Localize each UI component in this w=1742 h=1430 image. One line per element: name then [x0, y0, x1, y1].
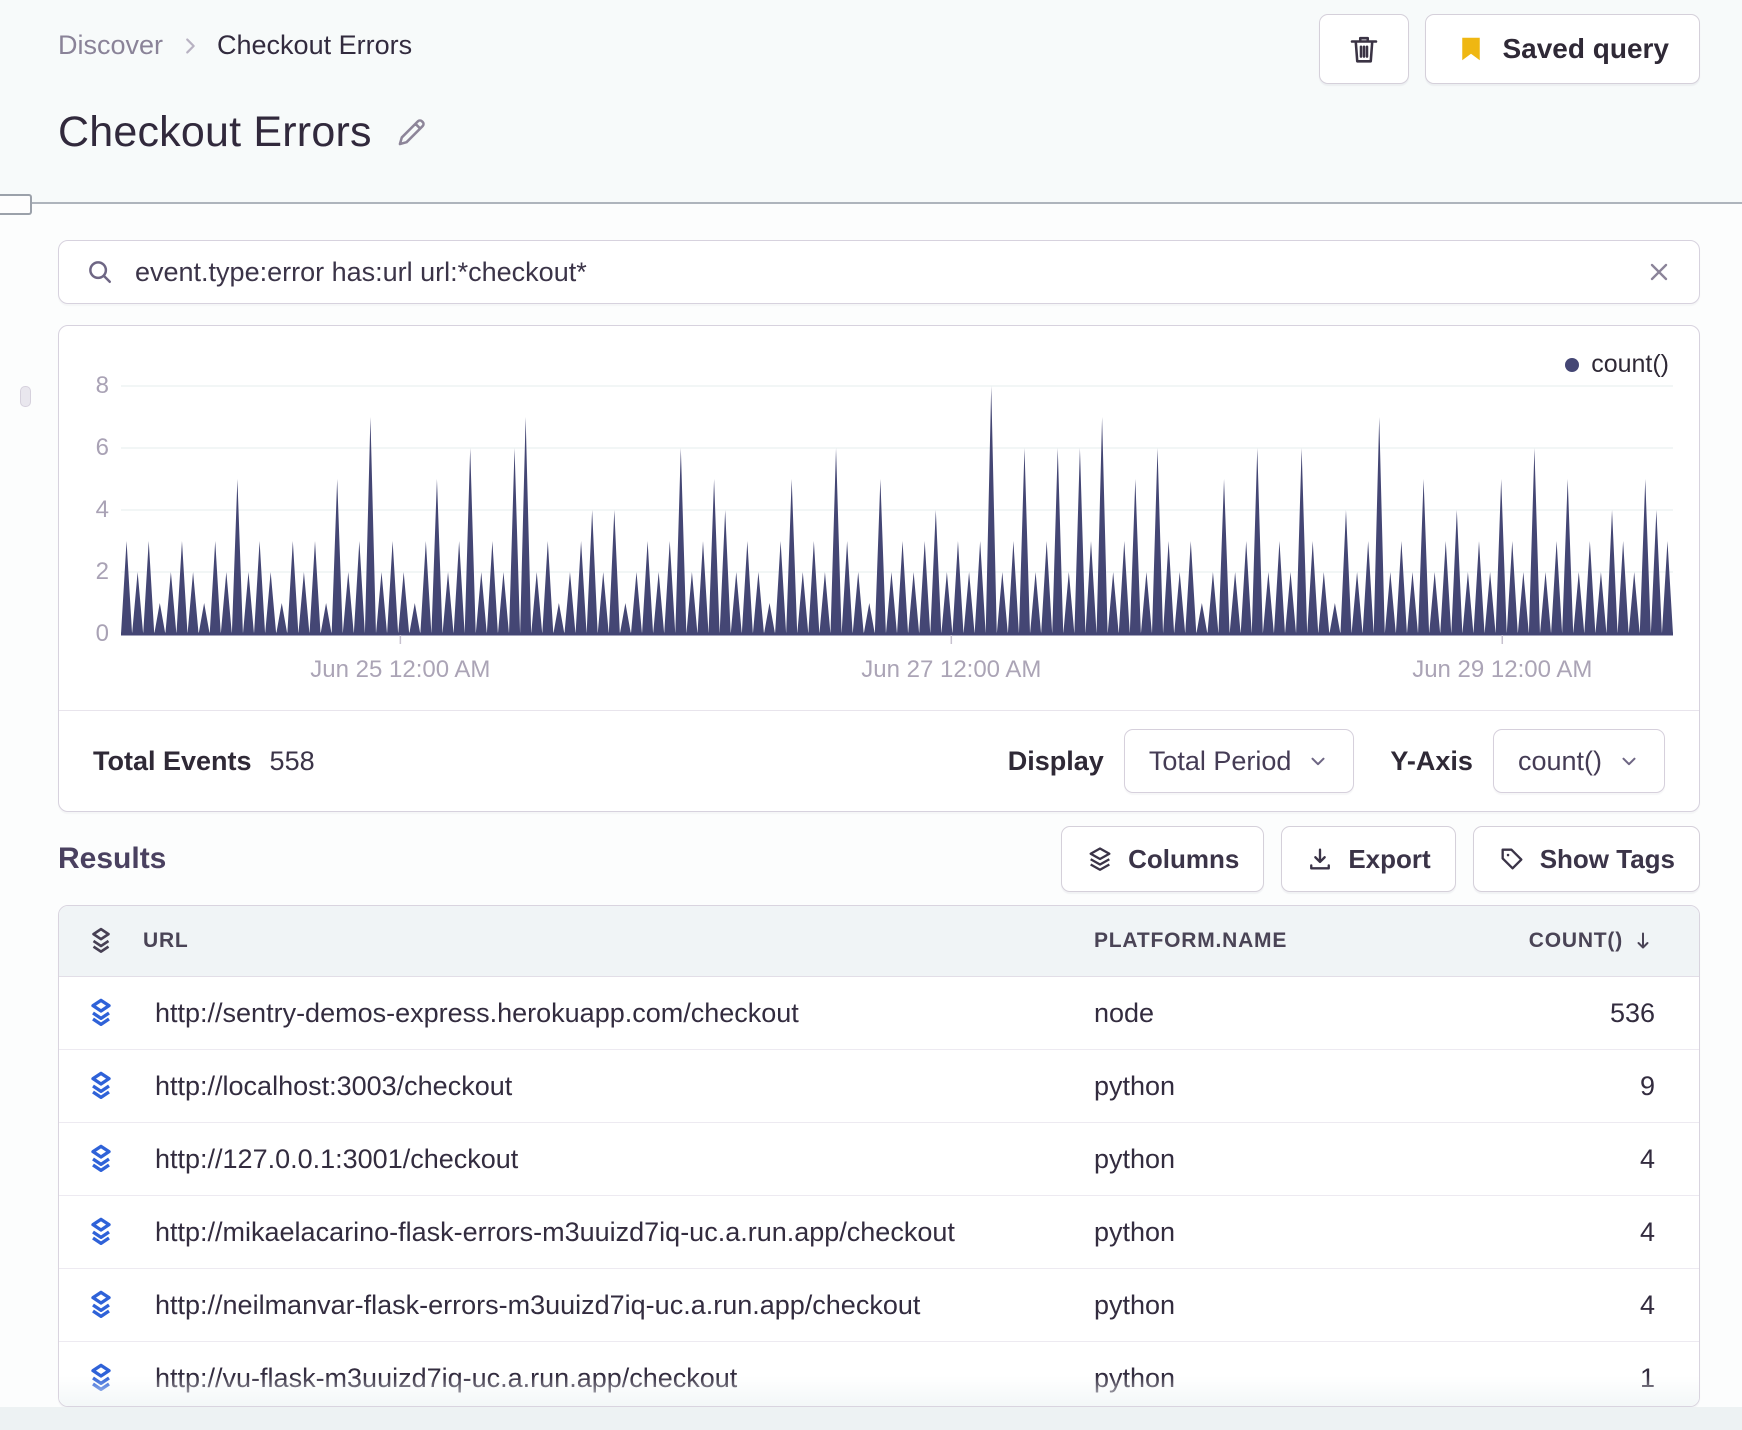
events-chart-panel: count() 8 6 4 2 0 Jun 25 12:00 AM Jun 27… [58, 325, 1700, 812]
stack-row-icon[interactable] [59, 1362, 143, 1394]
search-bar[interactable]: event.type:error has:url url:*checkout* [58, 240, 1700, 304]
x-tick: Jun 25 12:00 AM [310, 656, 491, 683]
total-events-value: 558 [269, 745, 315, 776]
total-events-label: Total Events [93, 745, 252, 776]
table-row[interactable]: http://vu-flask-m3uuizd7iq-uc.a.run.app/… [59, 1341, 1699, 1406]
display-select[interactable]: Total Period [1123, 729, 1355, 793]
trash-icon [1346, 31, 1382, 67]
y-tick: 4 [95, 496, 109, 523]
url-cell[interactable]: http://neilmanvar-flask-errors-m3uuizd7i… [155, 1289, 921, 1320]
count-cell: 9 [1639, 1070, 1655, 1101]
results-table: URL PLATFORM.NAME COUNT() http://sentry-… [58, 905, 1700, 1407]
y-axis-label: Y-Axis [1390, 745, 1473, 776]
columns-button[interactable]: Columns [1061, 826, 1265, 892]
saved-query-label: Saved query [1502, 33, 1669, 64]
stack-header-icon[interactable] [59, 926, 143, 956]
count-cell: 4 [1639, 1143, 1655, 1174]
panel-resize-handle[interactable] [0, 194, 32, 215]
x-tick: Jun 27 12:00 AM [861, 656, 1042, 683]
x-tick: Jun 29 12:00 AM [1412, 656, 1593, 683]
stack-row-icon[interactable] [59, 1143, 143, 1175]
scroll-indicator-pill[interactable] [20, 386, 31, 407]
display-select-value: Total Period [1148, 745, 1292, 776]
platform-cell: python [1094, 1143, 1176, 1174]
count-cell: 4 [1639, 1289, 1655, 1320]
columns-button-label: Columns [1128, 843, 1240, 874]
table-body: http://sentry-demos-express.herokuapp.co… [59, 977, 1699, 1406]
column-header-url[interactable]: URL [143, 929, 189, 952]
stack-row-icon[interactable] [59, 1289, 143, 1321]
table-header-row: URL PLATFORM.NAME COUNT() [59, 906, 1699, 977]
platform-cell: python [1094, 1362, 1176, 1393]
export-button[interactable]: Export [1281, 826, 1456, 892]
table-row[interactable]: http://neilmanvar-flask-errors-m3uuizd7i… [59, 1268, 1699, 1341]
count-cell: 4 [1639, 1216, 1655, 1247]
column-header-count[interactable]: COUNT() [1509, 929, 1699, 953]
y-axis-select[interactable]: count() [1492, 729, 1665, 793]
page-title-row: Checkout Errors [58, 108, 430, 157]
chart-legend[interactable]: count() [1565, 350, 1669, 379]
show-tags-button[interactable]: Show Tags [1472, 826, 1700, 892]
export-button-label: Export [1348, 843, 1431, 874]
count-area-chart[interactable] [121, 378, 1673, 648]
results-header-row: Results Columns Export Show Tags [58, 826, 1700, 892]
chevron-right-icon [179, 35, 201, 57]
count-cell: 536 [1609, 997, 1655, 1028]
tag-icon [1498, 845, 1526, 873]
platform-cell: python [1094, 1216, 1176, 1247]
pencil-icon[interactable] [392, 114, 430, 152]
chevron-down-icon [1307, 750, 1329, 772]
y-tick: 6 [95, 434, 109, 461]
y-tick: 8 [95, 372, 109, 399]
breadcrumb: Discover Checkout Errors [58, 30, 412, 61]
x-axis-ticks [400, 635, 1502, 644]
breadcrumb-discover[interactable]: Discover [58, 30, 164, 60]
count-cell: 1 [1639, 1362, 1655, 1393]
search-icon [85, 257, 115, 287]
platform-cell: python [1094, 1289, 1176, 1320]
bookmark-icon [1456, 34, 1486, 64]
table-row[interactable]: http://sentry-demos-express.herokuapp.co… [59, 977, 1699, 1049]
count-header-label: COUNT() [1528, 929, 1623, 952]
legend-dot-icon [1565, 357, 1580, 372]
layers-icon [1086, 845, 1114, 873]
stack-row-icon[interactable] [59, 1070, 143, 1102]
table-row[interactable]: http://127.0.0.1:3001/checkout python 4 [59, 1122, 1699, 1195]
search-input[interactable]: event.type:error has:url url:*checkout* [135, 256, 587, 287]
platform-cell: python [1094, 1070, 1176, 1101]
display-label: Display [1007, 745, 1104, 776]
sort-desc-icon [1631, 929, 1655, 953]
show-tags-button-label: Show Tags [1539, 843, 1675, 874]
saved-query-button[interactable]: Saved query [1425, 14, 1700, 84]
chart-footer: Total Events 558 Display Total Period Y-… [59, 710, 1699, 811]
stack-row-icon[interactable] [59, 1216, 143, 1248]
stack-row-icon[interactable] [59, 997, 143, 1029]
delete-query-button[interactable] [1319, 14, 1410, 84]
y-axis-select-value: count() [1517, 745, 1602, 776]
y-tick: 2 [95, 558, 109, 585]
y-tick: 0 [95, 620, 109, 647]
url-cell[interactable]: http://127.0.0.1:3001/checkout [155, 1143, 519, 1174]
x-axis-labels: Jun 25 12:00 AM Jun 27 12:00 AM Jun 29 1… [121, 656, 1673, 690]
bottom-strip [0, 1407, 1742, 1430]
url-cell[interactable]: http://vu-flask-m3uuizd7iq-uc.a.run.app/… [155, 1362, 738, 1393]
table-row[interactable]: http://mikaelacarino-flask-errors-m3uuiz… [59, 1195, 1699, 1268]
download-icon [1306, 845, 1334, 873]
results-heading: Results [58, 842, 167, 875]
legend-label: count() [1591, 350, 1669, 378]
url-cell[interactable]: http://mikaelacarino-flask-errors-m3uuiz… [155, 1216, 955, 1247]
clear-search-icon[interactable] [1645, 258, 1673, 286]
top-actions: Saved query [1319, 14, 1700, 84]
column-header-platform[interactable]: PLATFORM.NAME [1094, 929, 1288, 952]
url-cell[interactable]: http://sentry-demos-express.herokuapp.co… [155, 997, 799, 1028]
platform-cell: node [1094, 997, 1155, 1028]
url-cell[interactable]: http://localhost:3003/checkout [155, 1070, 513, 1101]
breadcrumb-current: Checkout Errors [217, 30, 413, 60]
chevron-down-icon [1618, 750, 1640, 772]
page-title: Checkout Errors [58, 108, 372, 156]
table-row[interactable]: http://localhost:3003/checkout python 9 [59, 1049, 1699, 1122]
